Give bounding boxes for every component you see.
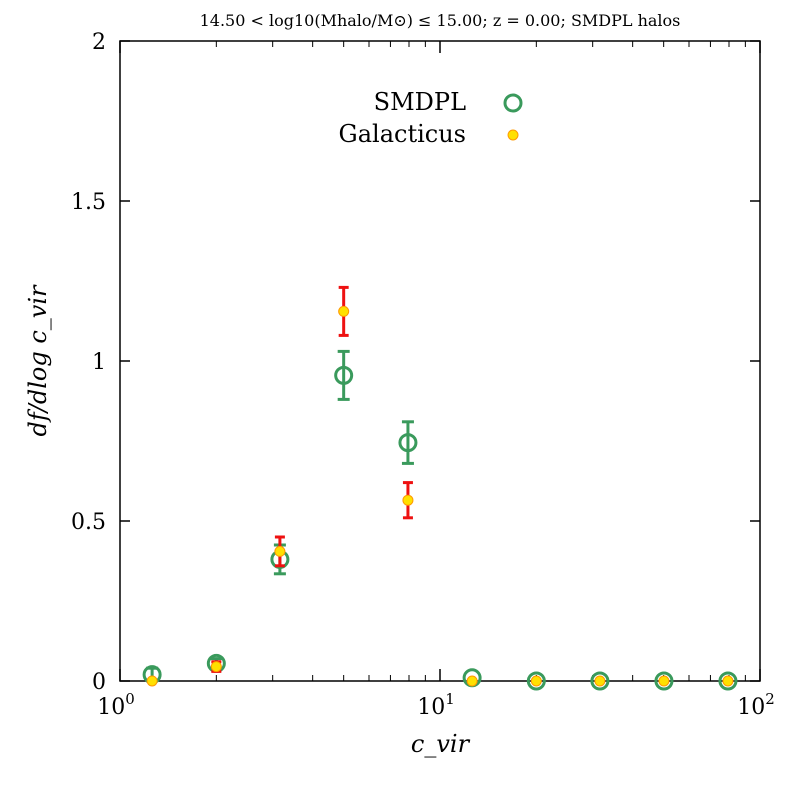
y-tick-label: 2 [92,30,106,55]
x-axis-label: c_vir [411,730,471,758]
x-tick-exponent: 2 [765,690,775,708]
y-tick-label: 0 [92,670,106,695]
data-point-galacticus [338,305,350,317]
data-point-galacticus [274,545,286,557]
data-point-smdpl [590,671,610,691]
data-point-galacticus [402,494,414,506]
data-point-galacticus [210,661,222,673]
y-tick-label: 0.5 [71,510,106,535]
data-point-smdpl [398,433,418,453]
data-point-galacticus [658,675,670,687]
x-tick-label: 101 [417,690,455,720]
data-point-galacticus [594,675,606,687]
x-tick-base: 10 [737,695,765,720]
legend: SMDPL Galacticus [339,88,523,148]
legend-marker-smdpl [503,93,523,113]
x-tick-base: 10 [97,695,125,720]
data-point-galacticus [466,675,478,687]
y-axis-label: df/dlog c_vir [24,284,52,436]
y-tick-label: 1.5 [71,190,106,215]
legend-label-smdpl: SMDPL [374,88,466,116]
x-tick-exponent: 1 [445,690,455,708]
legend-label-galacticus: Galacticus [339,120,466,148]
legend-marker-galacticus [507,129,519,141]
data-point-smdpl [654,671,674,691]
data-point-galacticus [530,675,542,687]
x-tick-base: 10 [417,695,445,720]
data-point-galacticus [146,675,158,687]
x-tick-exponent: 0 [125,690,135,708]
x-tick-label: 100 [97,690,135,720]
x-tick-label: 102 [737,690,775,720]
marks-layer [142,285,738,691]
y-tick-label: 1 [92,350,106,375]
data-point-smdpl [718,671,738,691]
data-point-smdpl [334,365,354,385]
chart-title: 14.50 < log10(Mhalo/M⊙) ≤ 15.00; z = 0.0… [200,11,681,30]
data-point-galacticus [722,675,734,687]
data-point-smdpl [526,671,546,691]
